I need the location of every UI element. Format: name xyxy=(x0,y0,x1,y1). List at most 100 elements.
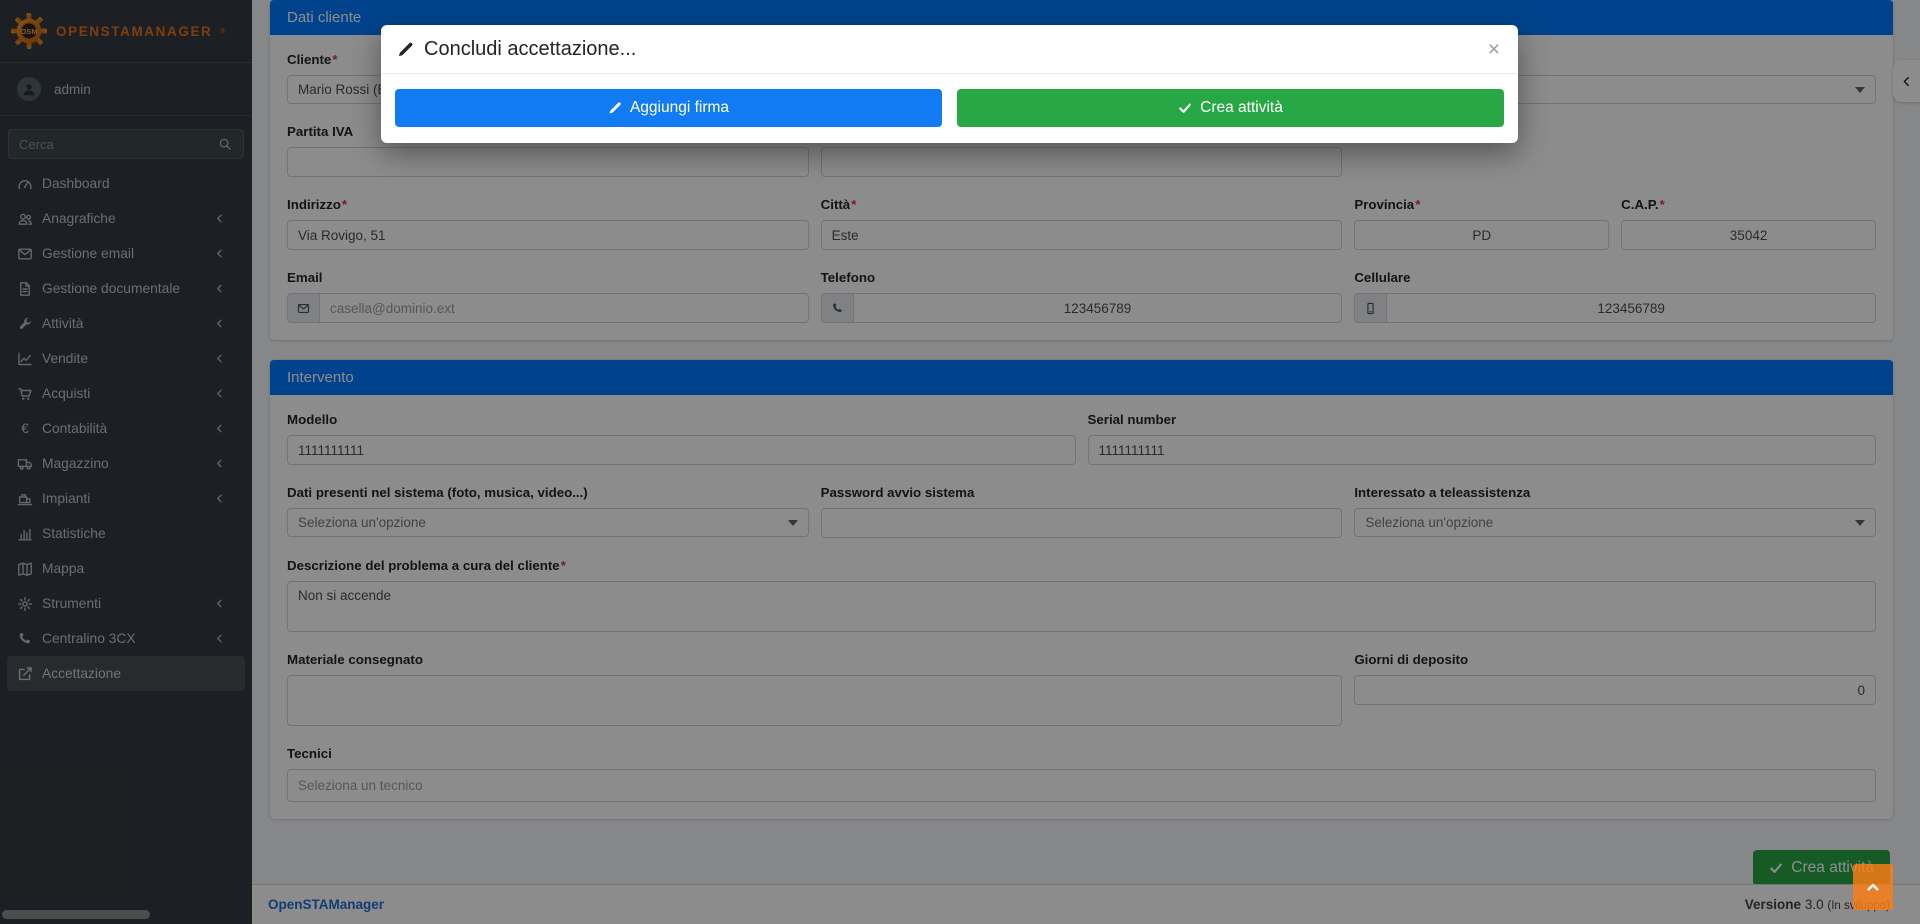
cliente-label: Cliente* xyxy=(287,52,338,67)
sidebar-nav: Dashboard Anagrafiche Gestione email Ges… xyxy=(0,166,252,691)
sidebar-item-dashboard[interactable]: Dashboard xyxy=(7,166,245,201)
giorni-deposito-label: Giorni di deposito xyxy=(1354,652,1469,667)
sidebar-item-centralino-3cx[interactable]: Centralino 3CX xyxy=(7,621,245,656)
cap-input[interactable] xyxy=(1621,220,1876,250)
tecnici-select[interactable] xyxy=(287,769,1876,802)
serial-number-label: Serial number xyxy=(1087,412,1177,427)
brand-logo[interactable]: OSM OpenSTAManager ® xyxy=(0,0,252,63)
sidebar-item-mappa[interactable]: Mappa xyxy=(7,551,245,586)
teleassistenza-label: Interessato a teleassistenza xyxy=(1354,485,1531,500)
citta-label: Città* xyxy=(820,197,857,212)
sidebar-item-label: Gestione documentale xyxy=(42,281,181,296)
sidebar-item-anagrafiche[interactable]: Anagrafiche xyxy=(7,201,245,236)
email-input[interactable] xyxy=(319,293,809,323)
indirizzo-label: Indirizzo* xyxy=(287,197,348,212)
phone-icon xyxy=(820,293,853,323)
sidebar-item-strumenti[interactable]: Strumenti xyxy=(7,586,245,621)
pencil-icon xyxy=(397,41,414,58)
telefono-input[interactable] xyxy=(852,293,1343,323)
sidebar-item-impianti[interactable]: Impianti xyxy=(7,481,245,516)
close-icon[interactable]: × xyxy=(1487,38,1500,61)
username[interactable]: admin xyxy=(54,81,91,97)
euro-icon: € xyxy=(21,421,29,436)
caret-down-icon xyxy=(1855,86,1865,93)
partita-iva-row-secondary-input[interactable] xyxy=(820,147,1343,177)
registered-mark: ® xyxy=(220,27,226,35)
modal-body: Aggiungi firma Crea attività xyxy=(381,74,1518,143)
giorni-deposito-input[interactable] xyxy=(1354,675,1876,705)
sidebar-item-label: Acquisti xyxy=(42,386,91,401)
client-card-title: Dati cliente xyxy=(287,9,362,26)
caret-down-icon xyxy=(1854,519,1865,526)
footer-brand-link[interactable]: OpenSTAManager xyxy=(268,897,385,912)
envelope-icon xyxy=(287,293,319,323)
sidebar-search xyxy=(8,129,244,159)
descrizione-textarea[interactable]: Non si accende xyxy=(287,581,1876,632)
brand-name: OpenSTAManager xyxy=(56,23,213,39)
teleassistenza-select-value: Seleziona un'opzione xyxy=(1365,515,1494,530)
sidebar-item-label: Statistiche xyxy=(42,526,106,541)
email-label: Email xyxy=(287,270,323,285)
sidebar-item-gestione-email[interactable]: Gestione email xyxy=(7,236,245,271)
chevron-up-icon xyxy=(1865,879,1881,895)
sidebar-item-label: Strumenti xyxy=(42,596,102,611)
sidebar-item-gestione-documentale[interactable]: Gestione documentale xyxy=(7,271,245,306)
sidebar-item-attivita[interactable]: Attività xyxy=(7,306,245,341)
materiale-textarea[interactable] xyxy=(287,675,1343,726)
required-marker: * xyxy=(341,197,348,212)
password-avvio-label: Password avvio sistema xyxy=(820,485,975,500)
sidebar-item-accettazione[interactable]: Accettazione xyxy=(7,656,245,691)
intervention-card-title: Intervento xyxy=(287,369,354,386)
citta-input[interactable] xyxy=(820,220,1343,250)
modello-label: Modello xyxy=(287,412,338,427)
sidebar-item-label: Vendite xyxy=(42,351,89,366)
password-avvio-input[interactable] xyxy=(820,508,1343,538)
user-panel: admin xyxy=(0,63,252,116)
indirizzo-input[interactable] xyxy=(287,220,809,250)
sidebar-item-contabilita[interactable]: € Contabilità xyxy=(7,411,245,446)
search-input[interactable] xyxy=(8,129,206,159)
partita-iva-input[interactable] xyxy=(287,147,809,177)
avatar[interactable] xyxy=(17,77,41,101)
conclude-acceptance-modal: Concludi accettazione... × Aggiungi firm… xyxy=(381,25,1518,143)
caret-down-icon xyxy=(787,519,798,526)
dati-sistema-select[interactable]: Seleziona un'opzione xyxy=(287,508,809,537)
add-signature-button[interactable]: Aggiungi firma xyxy=(395,89,942,127)
teleassistenza-select[interactable]: Seleziona un'opzione xyxy=(1354,508,1876,537)
sidebar-item-vendite[interactable]: Vendite xyxy=(7,341,245,376)
scroll-to-top-button[interactable] xyxy=(1853,864,1893,910)
search-button[interactable] xyxy=(206,129,244,159)
sidebar-item-magazzino[interactable]: Magazzino xyxy=(7,446,245,481)
required-marker: * xyxy=(560,558,566,573)
modal-title: Concludi accettazione... xyxy=(397,38,636,61)
provincia-label: Provincia* xyxy=(1354,197,1421,212)
required-marker: * xyxy=(1415,197,1421,212)
osm-gear-logo-icon: OSM xyxy=(10,12,48,50)
sidebar-item-label: Contabilità xyxy=(42,421,108,436)
telefono-label: Telefono xyxy=(820,270,876,285)
dati-sistema-select-value: Seleziona un'opzione xyxy=(298,515,426,530)
dati-sistema-label: Dati presenti nel sistema (foto, musica,… xyxy=(287,485,588,500)
right-panel-toggle[interactable] xyxy=(1893,60,1920,102)
partita-iva-label: Partita IVA xyxy=(287,124,354,139)
svg-text:OSM: OSM xyxy=(20,27,37,36)
sidebar-item-label: Impianti xyxy=(42,491,91,506)
sidebar-item-label: Gestione email xyxy=(42,246,135,261)
mobile-icon xyxy=(1354,293,1387,323)
cap-label: C.A.P.* xyxy=(1621,197,1665,212)
modello-input[interactable] xyxy=(287,435,1076,465)
required-marker: * xyxy=(1659,197,1665,212)
serial-number-input[interactable] xyxy=(1087,435,1876,465)
sidebar-item-label: Anagrafiche xyxy=(42,211,116,226)
sidebar-item-label: Dashboard xyxy=(42,176,110,191)
provincia-input[interactable] xyxy=(1354,220,1610,250)
check-icon xyxy=(1178,101,1192,115)
modal-create-activity-button[interactable]: Crea attività xyxy=(957,89,1504,127)
intervention-card: Intervento Modello Serial number xyxy=(270,360,1893,819)
cellulare-input[interactable] xyxy=(1386,293,1876,323)
sidebar-item-acquisti[interactable]: Acquisti xyxy=(7,376,245,411)
sidebar-item-statistiche[interactable]: Statistiche xyxy=(7,516,245,551)
sidebar-horizontal-scrollbar-thumb[interactable] xyxy=(2,910,150,919)
